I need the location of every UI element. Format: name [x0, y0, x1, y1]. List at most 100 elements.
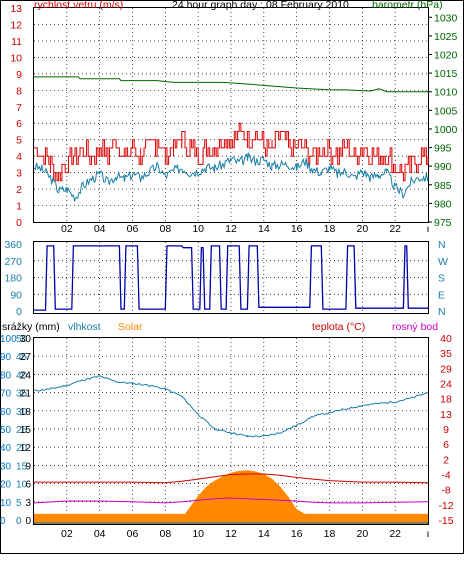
temperature-tick-label: 35	[440, 348, 452, 360]
left-axis-label-wind: rychlost vetru (m/s)	[34, 0, 123, 11]
left-tick-label: 9	[16, 69, 22, 81]
right-axis-label-barometer: barometr (hPa)	[372, 0, 443, 11]
axis-label-humidity: vlhkost	[68, 321, 101, 333]
x-tick-label: 02	[61, 223, 73, 235]
humidity-tick-label: 10	[16, 480, 28, 491]
temperature-tick-label: 9	[443, 424, 449, 436]
right-tick-label: 1025	[434, 31, 458, 43]
right-tick-label: 1005	[434, 105, 458, 117]
solar-tick-label: 21	[20, 389, 32, 400]
rain-tick-label: 20	[0, 480, 12, 491]
x-tick-label: 04	[94, 223, 106, 235]
compass-label: N	[438, 306, 446, 318]
rain-tick-label: 0	[0, 516, 6, 527]
humidity-tick-label: 15	[16, 461, 28, 472]
right-tick-label: 985	[434, 180, 452, 192]
direction-tick-label: 360	[4, 239, 22, 251]
left-tick-label: 3	[16, 168, 22, 180]
right-tick-label: 1010	[434, 87, 458, 99]
solar-tick-label: 12	[20, 443, 32, 454]
right-tick-label: 1020	[434, 50, 458, 62]
right-tick-label: 990	[434, 161, 452, 173]
x-tick-end: ı	[427, 223, 430, 235]
left-tick-label: 8	[16, 85, 22, 97]
rain-tick-label: 80	[0, 370, 12, 381]
series-wind-gust	[34, 122, 429, 182]
right-axis-ticks-bottom: -15 -12 -8 -4 2 6 9 13 18 24 29 35 40	[438, 333, 453, 527]
direction-tick-label: 0	[16, 306, 22, 318]
humidity-tick-label: 50	[16, 334, 28, 345]
rain-tick-label: 30	[0, 461, 12, 472]
grid-middle	[34, 242, 428, 313]
humidity-tick-label: 40	[16, 370, 28, 381]
x-tick-label: 18	[324, 223, 336, 235]
temperature-tick-label: 18	[440, 394, 452, 406]
x-tick-label: 10	[192, 223, 204, 235]
compass-label: E	[438, 289, 445, 301]
x-tick-label: 12	[225, 528, 237, 540]
x-axis-ticks-top: 02 04 06 08 10 12 14 16 18 20 22 ı	[61, 223, 429, 235]
humidity-tick-label: 35	[16, 389, 28, 400]
left-tick-label: 10	[10, 52, 22, 64]
axis-label-rain: srážky (mm)	[2, 321, 60, 333]
x-tick-label: 08	[159, 528, 171, 540]
axis-label-temperature: teplota (°C)	[312, 321, 365, 333]
left-tick-label: 13	[10, 3, 22, 15]
x-tick-label: 04	[94, 528, 106, 540]
temperature-tick-label: 29	[440, 363, 452, 375]
axis-label-dewpoint: rosný bod	[392, 321, 438, 333]
humidity-tick-label: 20	[16, 443, 28, 454]
temperature-tick-label: 6	[443, 439, 449, 451]
temperature-tick-label: -8	[441, 485, 450, 497]
right-tick-label: 1015	[434, 68, 458, 80]
left-tick-label: 11	[11, 36, 22, 48]
x-tick-label: 18	[324, 528, 336, 540]
series-middle	[34, 245, 428, 311]
x-tick-end: ı	[427, 528, 430, 540]
rain-tick-label: 70	[0, 389, 12, 400]
plot-frame-top	[33, 7, 429, 223]
compass-label: N	[438, 239, 446, 251]
x-tick-label: 02	[61, 528, 73, 540]
temperature-tick-label: -15	[438, 515, 453, 527]
series-humidity	[33, 375, 429, 438]
x-tick-label: 14	[258, 223, 270, 235]
left-tick-label: 7	[16, 102, 22, 114]
x-tick-label: 22	[389, 223, 401, 235]
left-tick-label: 2	[16, 184, 22, 196]
x-tick-label: 14	[258, 528, 270, 540]
x-tick-label: 22	[389, 528, 401, 540]
temperature-tick-label: 40	[440, 333, 452, 345]
rain-tick-label: 90	[0, 352, 12, 363]
series-dewpoint	[33, 497, 429, 504]
humidity-tick-label: 25	[16, 425, 28, 436]
rain-tick-label: 10	[0, 498, 12, 509]
x-tick-label: 06	[127, 528, 139, 540]
series-solar	[34, 470, 428, 524]
x-axis-ticks-bottom: 02 04 06 08 10 12 14 16 18 20 22 ı	[61, 528, 429, 540]
solar-tick-label: 9	[25, 461, 31, 472]
solar-tick-label: 15	[20, 425, 32, 436]
right-tick-label: 975	[434, 217, 452, 229]
humidity-tick-label: 5	[16, 498, 22, 509]
right-tick-label: 1030	[434, 12, 458, 24]
direction-tick-label: 90	[10, 289, 22, 301]
series-wind-direction	[34, 245, 428, 311]
grid-bottom	[34, 338, 428, 524]
solar-tick-label: 3	[25, 498, 31, 509]
x-tick-label: 08	[159, 223, 171, 235]
temperature-tick-label: -12	[438, 500, 453, 512]
left-tick-label: 4	[16, 151, 22, 163]
x-tick-label: 12	[225, 223, 237, 235]
temperature-tick-label: -4	[441, 470, 450, 482]
direction-tick-label: 180	[4, 273, 22, 285]
compass-label: W	[438, 256, 448, 268]
